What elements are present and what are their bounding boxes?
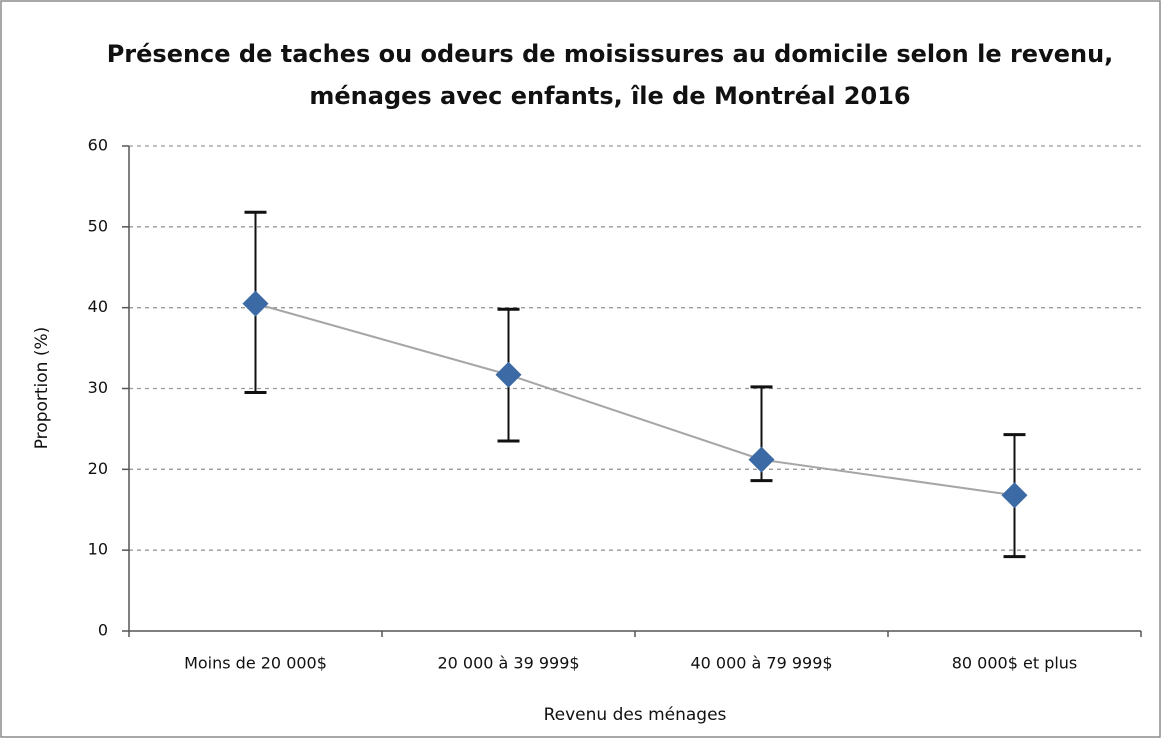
y-tick-label: 30 bbox=[88, 378, 108, 397]
x-axis-title: Revenu des ménages bbox=[544, 705, 727, 725]
marker bbox=[748, 446, 775, 473]
y-tick-label: 60 bbox=[88, 136, 108, 155]
x-tick-label: 80 000$ et plus bbox=[952, 654, 1078, 673]
series-line bbox=[255, 302, 1015, 497]
x-tick-label: Moins de 20 000$ bbox=[184, 654, 327, 673]
y-tick-label: 20 bbox=[88, 459, 108, 478]
marker bbox=[1001, 482, 1028, 509]
marker bbox=[242, 290, 269, 317]
chart-title: Présence de taches ou odeurs de moisissu… bbox=[107, 40, 1114, 68]
chart-title: ménages avec enfants, île de Montréal 20… bbox=[309, 82, 910, 110]
y-tick-label: 40 bbox=[88, 297, 108, 316]
marker bbox=[495, 361, 522, 388]
y-axis-title: Proportion (%) bbox=[32, 327, 52, 450]
y-tick-label: 50 bbox=[88, 216, 108, 235]
y-tick-label: 10 bbox=[88, 540, 108, 559]
x-tick-label: 20 000 à 39 999$ bbox=[437, 654, 579, 673]
x-tick-label: 40 000 à 79 999$ bbox=[690, 654, 832, 673]
y-tick-label: 0 bbox=[98, 621, 108, 640]
